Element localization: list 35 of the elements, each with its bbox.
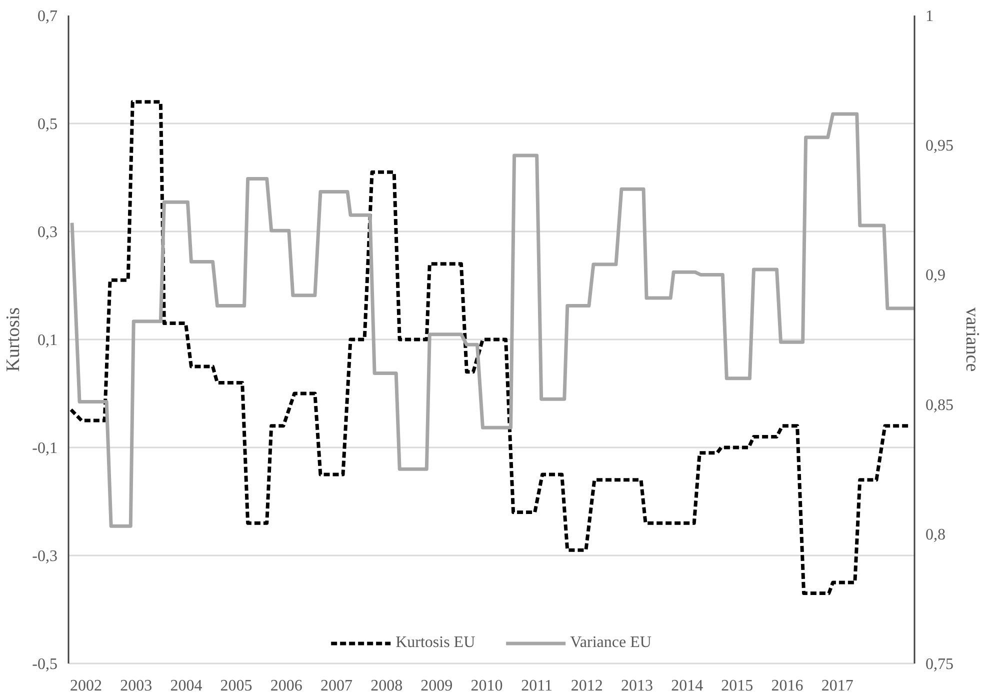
y2-tick-label: 0,85 [926,396,954,414]
y2-tick-label: 0,95 [926,138,954,155]
legend-label: Kurtosis EU [396,634,476,652]
x-tick-label: 2007 [320,678,352,693]
y2-axis-title: variance [962,307,982,372]
x-tick-label: 2011 [521,678,553,693]
y2-tick-label: 0,75 [926,656,954,673]
y2-tick-label: 1 [926,8,934,25]
x-tick-label: 2017 [821,678,854,693]
x-tick-label: 2006 [270,678,302,693]
y-tick-label: -0,1 [32,440,58,457]
line-series [70,112,914,528]
x-tick-label: 2013 [621,678,654,693]
x-tick-label: 2016 [771,678,804,693]
y-axis-title: Kurtosis [3,307,24,372]
y-tick-label: 0,7 [38,8,58,25]
legend-label: Variance EU [570,634,652,652]
line-series [69,100,911,596]
x-tick-label: 2003 [120,678,152,693]
y-tick-label: 0,5 [38,116,58,133]
x-tick-label: 2014 [671,678,704,693]
y-tick-label: 0,1 [38,332,58,349]
x-tick-label: 2009 [420,678,453,693]
y-tick-label: -0,3 [32,548,58,565]
y2-tick-label: 0,8 [926,526,946,544]
x-tick-label: 2004 [170,678,202,693]
x-tick-label: 2002 [70,678,102,693]
x-tick-label: 2015 [721,678,754,693]
y-tick-label: 0,3 [38,224,58,241]
x-tick-label: 2010 [470,678,503,693]
x-tick-label: 2005 [220,678,252,693]
y2-tick-label: 0,9 [926,267,946,284]
x-tick-label: 2012 [570,678,603,693]
y-tick-label: -0,5 [32,656,58,673]
x-tick-label: 2008 [370,678,403,693]
